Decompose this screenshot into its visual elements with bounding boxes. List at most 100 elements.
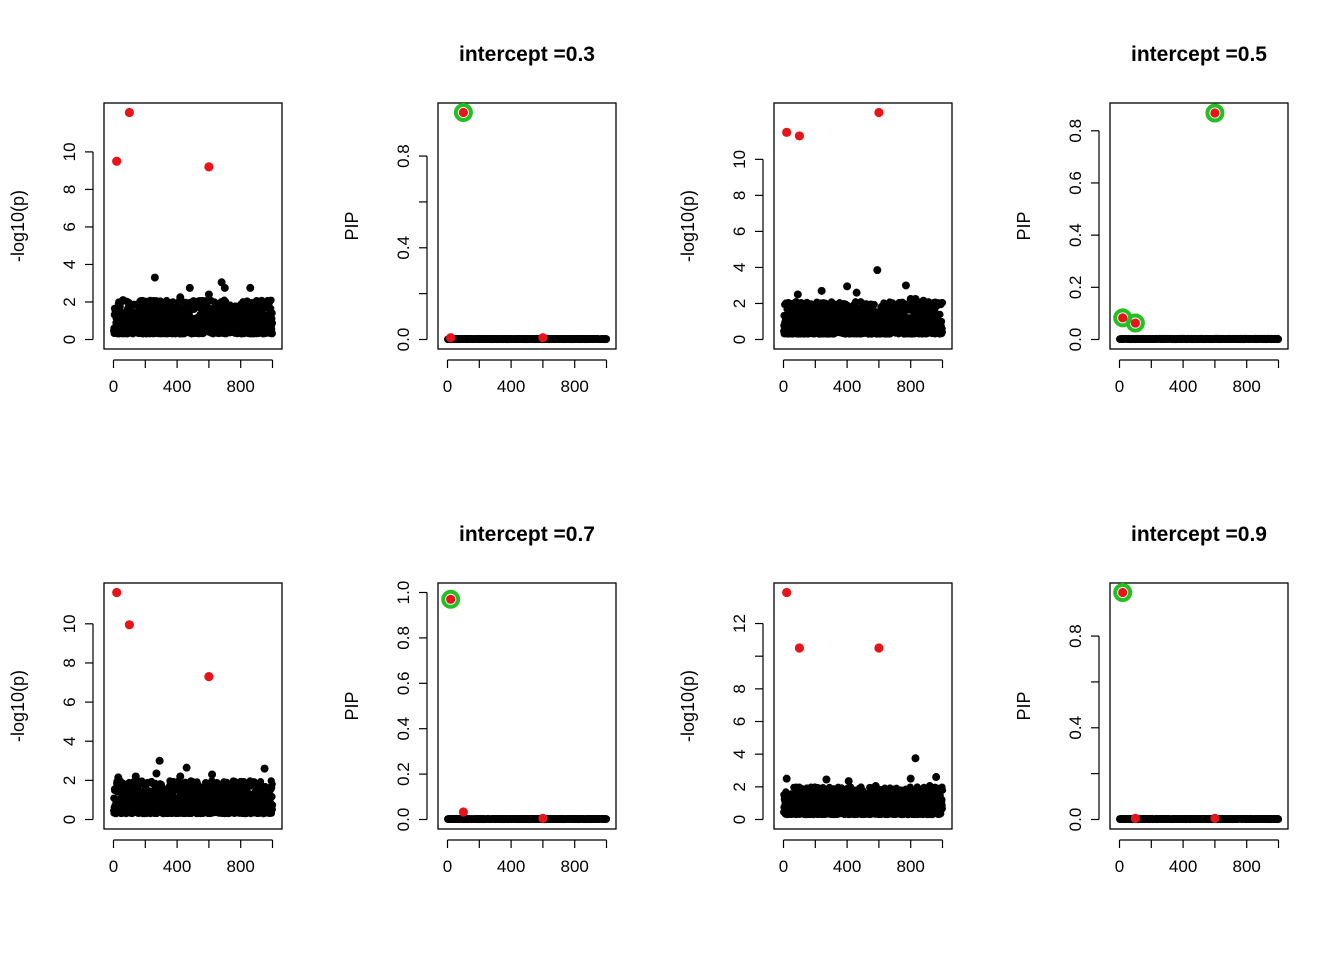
causal-point <box>458 107 468 118</box>
y-tick-label: 10 <box>60 614 79 633</box>
background-points <box>110 756 277 818</box>
background-point <box>246 283 255 292</box>
y-axis-label: -log10(p) <box>678 190 698 262</box>
background-point <box>602 335 611 343</box>
x-tick-label: 400 <box>163 857 191 876</box>
causal-point <box>124 107 134 118</box>
background-point <box>938 328 946 336</box>
background-point <box>901 281 910 290</box>
background-point <box>938 299 947 307</box>
y-axis-label: PIP <box>342 211 362 240</box>
background-point <box>852 288 861 297</box>
y-tick-label: 0.0 <box>394 328 413 352</box>
background-point <box>220 283 229 292</box>
x-tick-label: 0 <box>109 377 118 396</box>
y-tick-label: 8 <box>60 185 79 194</box>
plot-frame <box>103 102 283 350</box>
causal-point <box>874 107 884 118</box>
y-tick-label: 0 <box>60 335 79 344</box>
y-tick-label: 0.4 <box>394 236 413 260</box>
y-tick-label: 10 <box>730 150 749 169</box>
y-axis-label: -log10(p) <box>8 190 28 262</box>
background-point <box>793 290 802 299</box>
background-point <box>817 286 826 295</box>
background-points <box>1116 334 1283 344</box>
y-tick-label: 0.6 <box>1066 171 1085 195</box>
panel-title: intercept =0.3 <box>459 43 595 66</box>
background-point <box>843 282 852 291</box>
x-tick-label: 0 <box>443 377 452 396</box>
y-tick-label: 0 <box>730 335 749 344</box>
background-points <box>444 334 611 344</box>
y-tick-label: 4 <box>730 263 749 272</box>
causal-point <box>112 156 122 166</box>
x-tick-label: 400 <box>163 377 191 396</box>
y-tick-label: 8 <box>60 658 79 667</box>
x-tick-label: 800 <box>227 377 255 396</box>
x-tick-label: 400 <box>497 377 525 396</box>
background-point <box>119 296 128 305</box>
y-tick-label: 0.8 <box>394 144 413 168</box>
causal-point <box>782 127 792 137</box>
panel-2: 0 400 800 0.0 0.4 0.8 PIP intercept =0.3 <box>342 43 617 396</box>
x-tick-label: 0 <box>109 857 118 876</box>
y-tick-label: 8 <box>730 191 749 200</box>
panel-1: 0 400 800 0 2 4 6 8 10 -log10(p) <box>8 102 283 396</box>
background-point <box>176 293 185 302</box>
causal-point <box>1210 108 1220 118</box>
x-tick-label: 0 <box>1115 377 1124 396</box>
background-point <box>268 309 276 317</box>
y-tick-label: 0.0 <box>1066 328 1085 352</box>
causal-point <box>1118 313 1128 323</box>
y-tick-label: 2 <box>60 776 79 785</box>
y-tick-label: 6 <box>60 222 79 231</box>
plot-frame <box>1109 102 1289 350</box>
y-tick-label: 2 <box>60 297 79 306</box>
background-point <box>870 300 878 309</box>
causal-point <box>794 131 805 141</box>
x-tick-label: 800 <box>1233 377 1261 396</box>
background-point <box>873 266 882 275</box>
y-tick-label: 6 <box>60 697 79 706</box>
causal-point <box>538 333 548 343</box>
causal-point <box>446 333 456 343</box>
background-point <box>911 294 920 303</box>
y-tick-label: 0.4 <box>1066 223 1085 247</box>
background-point <box>204 290 213 299</box>
causal-point <box>204 162 214 172</box>
y-tick-label: 2 <box>730 299 749 308</box>
plot-frame <box>437 102 617 350</box>
background-point <box>267 296 275 304</box>
background-point <box>268 329 276 337</box>
background-point <box>937 317 946 326</box>
y-tick-label: 4 <box>60 736 79 745</box>
y-axis-label: -log10(p) <box>8 670 28 742</box>
y-tick-label: 0 <box>60 815 79 824</box>
plot-frame <box>773 102 953 350</box>
background-point <box>1274 335 1283 343</box>
background-point <box>185 283 194 292</box>
y-tick-label: 4 <box>60 260 79 269</box>
y-tick-label: 10 <box>60 142 79 161</box>
background-point <box>936 310 944 318</box>
y-tick-label: 0.8 <box>1066 119 1085 143</box>
x-tick-label: 800 <box>227 857 255 876</box>
credible-set-ring <box>453 103 473 122</box>
background-point <box>252 297 261 306</box>
background-point <box>919 296 928 305</box>
x-tick-label: 0 <box>779 377 788 396</box>
y-axis-label: PIP <box>1014 211 1034 240</box>
x-tick-label: 800 <box>561 377 589 396</box>
background-point <box>851 298 860 306</box>
panel-title: intercept =0.5 <box>1131 43 1267 66</box>
background-points <box>110 273 277 338</box>
x-tick-label: 400 <box>833 377 861 396</box>
x-tick-label: 800 <box>897 377 925 396</box>
causal-point <box>1130 318 1140 328</box>
background-points <box>780 266 947 338</box>
panel-5: 0 400 800 0 2 4 6 8 10 -log10(p) <box>8 582 283 876</box>
y-tick-label: 0.2 <box>1066 275 1085 299</box>
